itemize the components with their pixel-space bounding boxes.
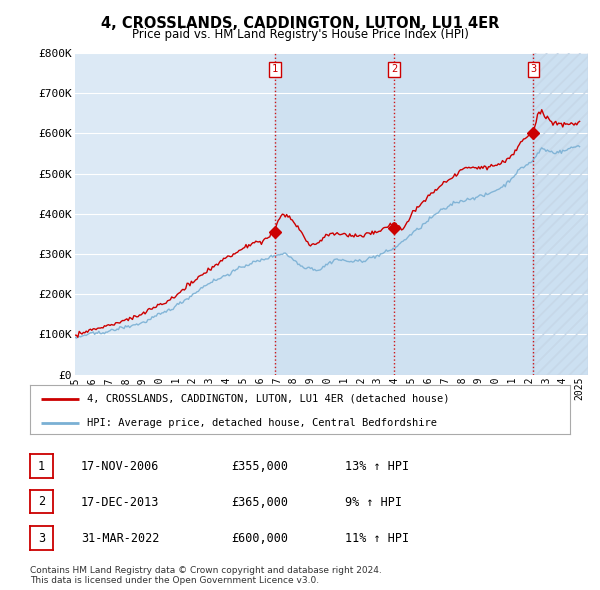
Text: Price paid vs. HM Land Registry's House Price Index (HPI): Price paid vs. HM Land Registry's House … bbox=[131, 28, 469, 41]
Text: 3: 3 bbox=[38, 532, 45, 545]
Text: 3: 3 bbox=[530, 64, 536, 74]
Text: 9% ↑ HPI: 9% ↑ HPI bbox=[345, 496, 402, 509]
Text: 1: 1 bbox=[272, 64, 278, 74]
Bar bbox=[533, 53, 588, 375]
Text: Contains HM Land Registry data © Crown copyright and database right 2024.
This d: Contains HM Land Registry data © Crown c… bbox=[30, 566, 382, 585]
Text: 4, CROSSLANDS, CADDINGTON, LUTON, LU1 4ER (detached house): 4, CROSSLANDS, CADDINGTON, LUTON, LU1 4E… bbox=[86, 394, 449, 404]
Text: 17-DEC-2013: 17-DEC-2013 bbox=[81, 496, 160, 509]
Text: 2: 2 bbox=[391, 64, 397, 74]
Text: £365,000: £365,000 bbox=[231, 496, 288, 509]
Text: £355,000: £355,000 bbox=[231, 460, 288, 473]
Text: 2: 2 bbox=[38, 495, 45, 508]
Text: £600,000: £600,000 bbox=[231, 532, 288, 545]
Text: 11% ↑ HPI: 11% ↑ HPI bbox=[345, 532, 409, 545]
Text: 31-MAR-2022: 31-MAR-2022 bbox=[81, 532, 160, 545]
Bar bbox=[275, 53, 533, 375]
Text: 17-NOV-2006: 17-NOV-2006 bbox=[81, 460, 160, 473]
Text: HPI: Average price, detached house, Central Bedfordshire: HPI: Average price, detached house, Cent… bbox=[86, 418, 437, 428]
Text: 4, CROSSLANDS, CADDINGTON, LUTON, LU1 4ER: 4, CROSSLANDS, CADDINGTON, LUTON, LU1 4E… bbox=[101, 16, 499, 31]
Text: 13% ↑ HPI: 13% ↑ HPI bbox=[345, 460, 409, 473]
Text: 1: 1 bbox=[38, 460, 45, 473]
